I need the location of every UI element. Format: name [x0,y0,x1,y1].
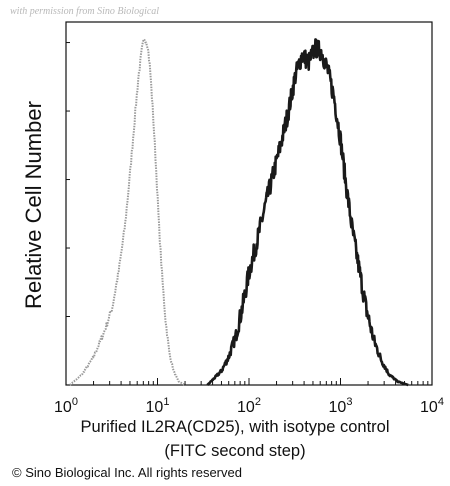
x-tick-label: 101 [146,396,170,416]
chart-series [69,38,410,387]
permission-watermark: with permission from Sino Biological [10,6,160,17]
y-axis-label: Relative Cell Number [21,101,46,309]
isotype-control-series-line [69,38,186,386]
chart-axes [65,21,433,386]
plot-frame [65,21,433,386]
x-tick-labels: 100 101 102 103 104 [54,396,444,416]
il2ra-series-line [206,38,410,387]
x-axis-label-line-1: Purified IL2RA(CD25), with isotype contr… [80,418,390,436]
x-tick-label: 100 [54,396,78,416]
copyright-notice: © Sino Biological Inc. All rights reserv… [12,465,242,480]
x-tick-label: 104 [420,396,444,416]
x-tick-label: 103 [329,396,353,416]
x-axis-label-line-2: (FITC second step) [164,442,306,460]
x-tick-label: 102 [237,396,261,416]
